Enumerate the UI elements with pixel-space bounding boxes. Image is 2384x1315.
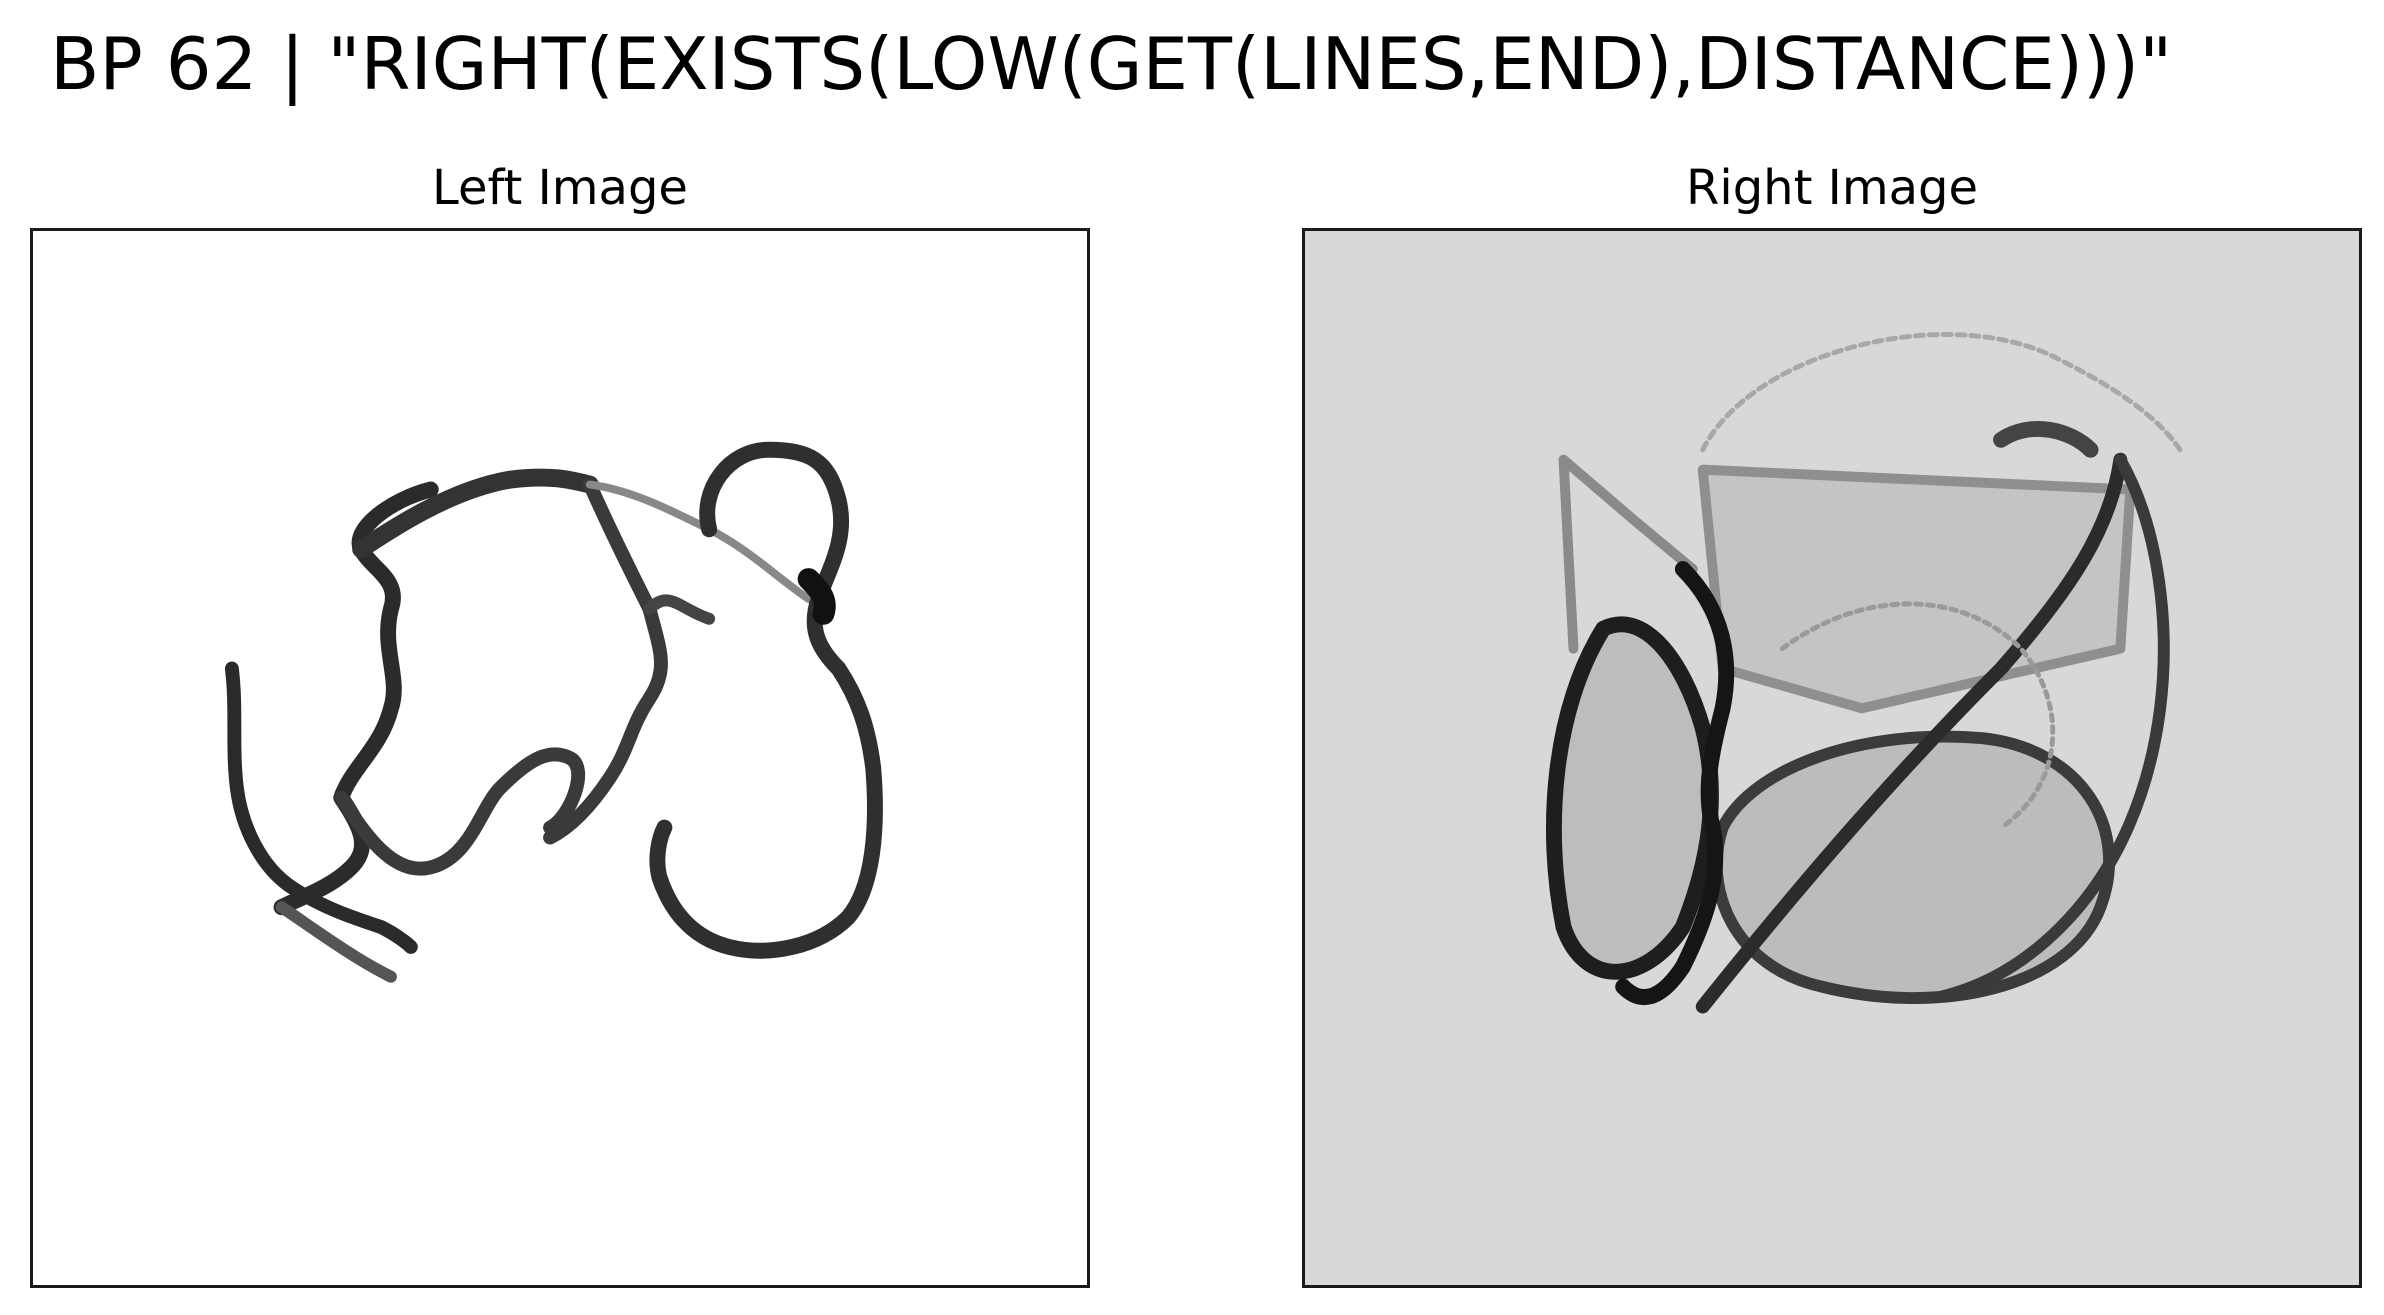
left-image-panel	[30, 228, 1090, 1288]
right-shaded-lower-blob	[1710, 730, 2115, 1004]
left-stroke-middle	[543, 477, 668, 845]
left-image-title: Left Image	[432, 160, 688, 216]
right-diagonal-stroke	[1695, 452, 2128, 1014]
left-image-drawing	[224, 441, 883, 983]
right-shaded-left-blob	[1545, 616, 1719, 980]
left-stroke-branch	[643, 594, 716, 625]
left-stroke-dark-knot	[797, 568, 836, 625]
right-image-drawing	[1545, 332, 2183, 1014]
right-faint-top-arc	[1700, 332, 2183, 453]
right-image-panel	[1302, 228, 2362, 1288]
left-stroke-tail-end	[275, 901, 397, 983]
left-stroke-tail	[224, 661, 418, 954]
right-dark-curl	[1615, 561, 1735, 1005]
right-left-frame	[1558, 454, 1698, 654]
left-stroke-lower	[334, 747, 586, 876]
figure-title: BP 62 | "RIGHT(EXISTS(LOW(GET(LINES,END)…	[50, 22, 2173, 106]
right-right-curve	[1935, 453, 2170, 1003]
right-dashed-inner-arc	[1779, 601, 2056, 831]
left-stroke-right-loop	[649, 441, 883, 959]
right-image-title: Right Image	[1686, 160, 1978, 216]
right-accent-stroke	[1993, 421, 2099, 458]
left-stroke-top	[352, 468, 599, 559]
